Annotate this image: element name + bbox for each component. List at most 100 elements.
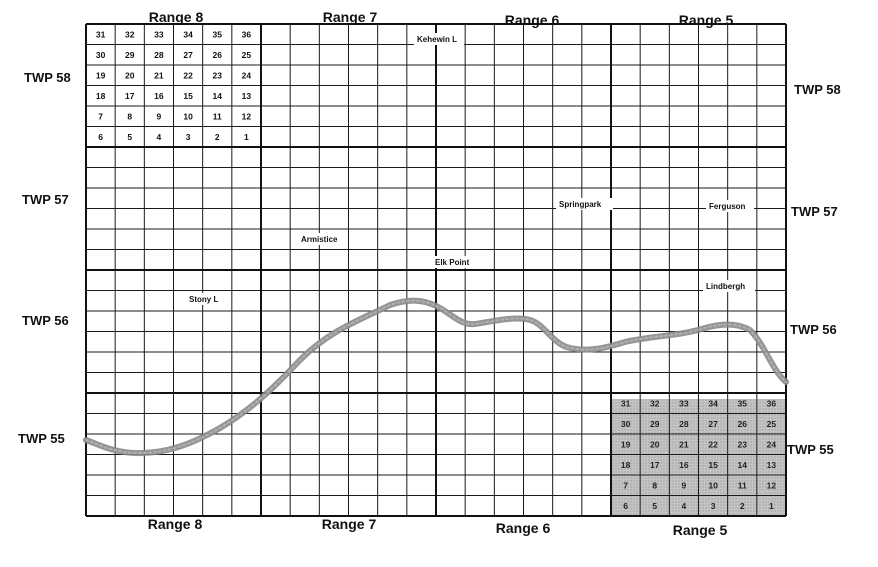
section-number: 34	[183, 29, 193, 39]
section-number: 7	[623, 480, 628, 490]
section-number: 13	[767, 460, 777, 470]
section-number: 35	[738, 398, 748, 408]
section-number: 16	[679, 460, 689, 470]
section-number: 16	[154, 91, 164, 101]
section-number: 8	[652, 480, 657, 490]
place-armistice: Armistice	[298, 233, 348, 245]
section-number: 28	[154, 50, 164, 60]
twp-label-right-56: TWP 56	[790, 322, 837, 337]
range-label-bottom-7: Range 7	[322, 516, 377, 532]
twp-label-right-58: TWP 58	[794, 82, 841, 97]
section-number: 21	[679, 439, 689, 449]
section-number: 3	[186, 132, 191, 142]
section-number: 30	[621, 419, 631, 429]
section-number: 31	[96, 29, 106, 39]
twp-label-left-56: TWP 56	[22, 313, 69, 328]
section-number: 19	[621, 439, 631, 449]
section-number: 18	[96, 91, 106, 101]
place-label: Armistice	[301, 235, 338, 244]
section-number: 30	[96, 50, 106, 60]
place-lindbergh: Lindbergh	[703, 280, 755, 292]
section-number: 11	[738, 480, 747, 490]
section-number: 9	[157, 111, 162, 121]
section-number: 8	[127, 111, 132, 121]
section-number: 15	[183, 91, 193, 101]
place-label: Springpark	[559, 200, 602, 209]
place-label: Kehewin L	[417, 35, 457, 44]
section-number: 29	[650, 419, 660, 429]
section-number: 35	[213, 29, 223, 39]
section-number: 29	[125, 50, 135, 60]
section-number: 11	[213, 111, 222, 121]
twp-label-left-57: TWP 57	[22, 192, 69, 207]
section-number: 20	[125, 70, 135, 80]
section-number: 28	[679, 419, 689, 429]
section-number: 9	[682, 480, 687, 490]
place-elk-point: Elk Point	[432, 256, 478, 268]
section-number: 17	[125, 91, 135, 101]
section-number: 22	[183, 70, 193, 80]
section-number: 6	[623, 501, 628, 511]
section-number: 33	[154, 29, 164, 39]
range-label-top-6: Range 6	[505, 12, 560, 28]
section-number: 1	[244, 132, 249, 142]
section-number: 19	[96, 70, 106, 80]
place-label: Lindbergh	[706, 282, 745, 291]
section-number: 5	[652, 501, 657, 511]
place-ferguson: Ferguson	[706, 200, 754, 212]
twp-label-right-55: TWP 55	[787, 442, 834, 457]
township-boundaries	[85, 23, 787, 517]
section-number: 32	[125, 29, 135, 39]
section-number: 14	[213, 91, 223, 101]
range-label-bottom-6: Range 6	[496, 520, 551, 536]
place-kehewin-l: Kehewin L	[414, 33, 464, 45]
section-number: 3	[711, 501, 716, 511]
section-number: 34	[708, 398, 718, 408]
section-number: 6	[98, 132, 103, 142]
section-number: 23	[738, 439, 748, 449]
range-label-top-8: Range 8	[149, 9, 204, 25]
section-number: 12	[242, 111, 252, 121]
section-number: 10	[183, 111, 193, 121]
twp-label-right-57: TWP 57	[791, 204, 838, 219]
section-number: 7	[98, 111, 103, 121]
section-number: 36	[767, 398, 777, 408]
section-number: 15	[708, 460, 718, 470]
section-number: 2	[740, 501, 745, 511]
section-number: 14	[738, 460, 748, 470]
range-label-top-7: Range 7	[323, 9, 378, 25]
section-number: 4	[682, 501, 687, 511]
place-label: Elk Point	[435, 258, 470, 267]
section-number: 25	[242, 50, 252, 60]
river-texture	[85, 299, 787, 455]
section-number: 31	[621, 398, 631, 408]
section-number: 18	[621, 460, 631, 470]
place-label: Ferguson	[709, 202, 746, 211]
section-number: 25	[767, 419, 777, 429]
section-number: 26	[738, 419, 748, 429]
section-number: 1	[769, 501, 774, 511]
twp-label-left-58: TWP 58	[24, 70, 71, 85]
section-number: 33	[679, 398, 689, 408]
section-number: 27	[183, 50, 193, 60]
range-label-bottom-8: Range 8	[148, 516, 203, 532]
section-number: 5	[127, 132, 132, 142]
section-number: 24	[242, 70, 252, 80]
section-number: 26	[213, 50, 223, 60]
range-label-bottom-5: Range 5	[673, 522, 728, 538]
section-number: 22	[708, 439, 718, 449]
twp-label-left-55: TWP 55	[18, 431, 65, 446]
section-number: 4	[157, 132, 162, 142]
section-number: 32	[650, 398, 660, 408]
section-number: 13	[242, 91, 252, 101]
section-number: 20	[650, 439, 660, 449]
section-number: 23	[213, 70, 223, 80]
place-label: Stony L	[189, 295, 218, 304]
place-springpark: Springpark	[556, 198, 613, 210]
section-number: 27	[708, 419, 718, 429]
section-number: 17	[650, 460, 660, 470]
place-stony-l: Stony L	[186, 293, 224, 305]
section-number: 21	[154, 70, 164, 80]
